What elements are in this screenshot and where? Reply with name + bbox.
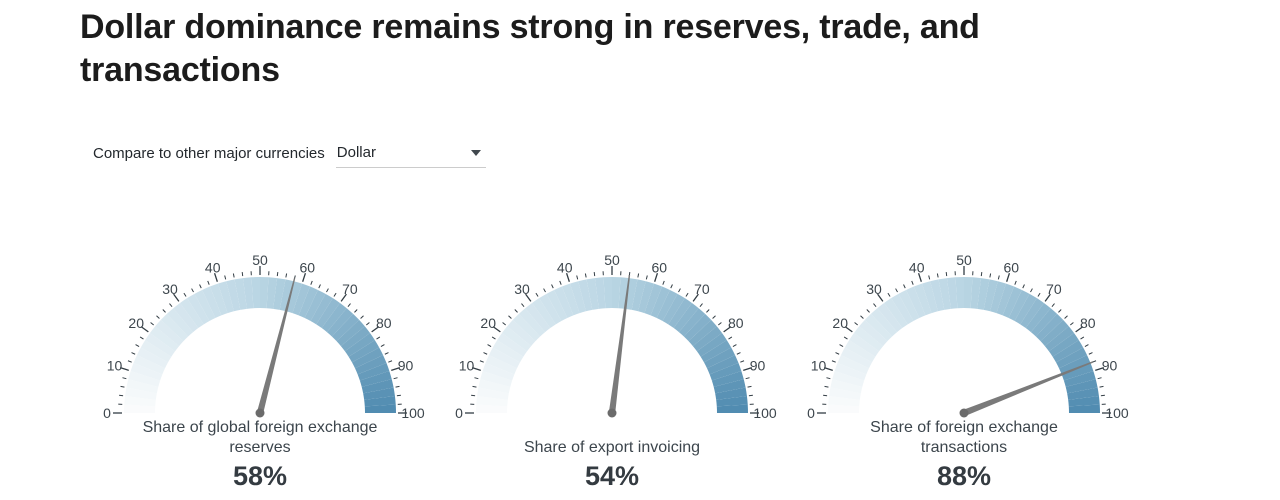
svg-text:50: 50 [252,252,268,268]
page-title: Dollar dominance remains strong in reser… [80,8,980,89]
svg-text:40: 40 [205,259,221,275]
gauge-export-invoicing: 0 10 20 30 40 50 60 70 80 90 100 Share of export i… [436,241,788,491]
svg-text:60: 60 [1003,259,1019,275]
svg-text:20: 20 [480,315,496,331]
svg-text:30: 30 [162,281,178,297]
svg-text:50: 50 [956,252,972,268]
gauge-value: 54% [584,461,640,491]
svg-text:90: 90 [1102,358,1118,374]
svg-text:100: 100 [753,405,777,421]
svg-text:100: 100 [401,405,425,421]
svg-text:10: 10 [459,358,475,374]
svg-text:40: 40 [557,259,573,275]
svg-text:30: 30 [866,281,882,297]
svg-text:50: 50 [604,252,620,268]
svg-text:40: 40 [909,259,925,275]
gauge-value: 58% [232,461,288,491]
gauge-chart: 0 10 20 30 40 50 60 70 80 90 100 [103,252,425,421]
svg-text:0: 0 [455,405,463,421]
svg-text:10: 10 [811,358,827,374]
gauge-caption: Share of foreign exchange transactions [870,419,1058,456]
svg-text:60: 60 [299,259,315,275]
currency-dropdown-value: Dollar [336,144,376,161]
svg-text:100: 100 [1105,405,1129,421]
currency-dropdown[interactable]: Dollar [335,144,486,168]
gauge-foreign-exchange-reserves: 0 10 20 30 40 50 60 70 80 90 100 Share of global f… [84,241,436,491]
gauge-foreign-exchange-transactions: 0 10 20 30 40 50 60 70 80 90 100 Share of foreign … [788,241,1140,491]
svg-text:90: 90 [750,358,766,374]
svg-text:80: 80 [1080,315,1096,331]
gauge-row: 0 10 20 30 40 50 60 70 80 90 100 Share of global f… [84,241,1140,491]
svg-text:70: 70 [694,281,710,297]
currency-compare-control: Compare to other major currencies Dollar [93,144,486,168]
svg-text:0: 0 [807,405,815,421]
svg-text:80: 80 [376,315,392,331]
dropdown-label: Compare to other major currencies [93,145,325,162]
svg-text:80: 80 [728,315,744,331]
svg-text:30: 30 [514,281,530,297]
gauge-chart: 0 10 20 30 40 50 60 70 80 90 100 [455,252,777,421]
svg-text:20: 20 [832,315,848,331]
svg-text:70: 70 [342,281,358,297]
svg-text:60: 60 [651,259,667,275]
svg-text:90: 90 [398,358,414,374]
gauge-value: 88% [936,461,992,491]
caret-down-icon [470,149,481,156]
gauge-chart: 0 10 20 30 40 50 60 70 80 90 100 [807,252,1129,421]
svg-text:10: 10 [107,358,123,374]
gauge-caption: Share of global foreign exchange reserve… [142,419,378,456]
gauge-caption: Share of export invoicing [523,439,701,456]
svg-text:0: 0 [103,405,111,421]
svg-text:20: 20 [128,315,144,331]
svg-text:70: 70 [1046,281,1062,297]
